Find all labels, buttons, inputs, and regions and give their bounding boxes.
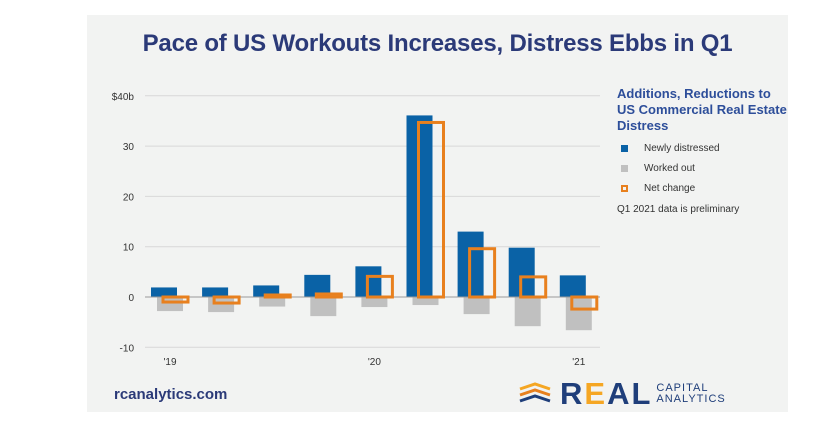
logo-real: REAL [560,376,653,411]
bar-worked-out [259,297,286,307]
legend-swatch [621,145,628,152]
legend-item-newly: Newly distressed [617,143,787,154]
bar-worked-out [565,297,592,331]
legend-title: Additions, Reductions to US Commercial R… [617,86,787,133]
bar-newly-distressed [151,287,177,297]
legend-item-net: Net change [617,183,787,194]
legend-label: Net change [644,183,696,194]
bar-net-change [212,295,241,305]
legend-swatch [621,165,628,172]
x-tick-label: '19 [163,357,176,368]
y-tick-label: 0 [128,293,134,304]
bar-worked-out [361,297,388,308]
bar-worked-out [310,297,337,317]
x-tick-label: '21 [572,357,585,368]
logo-subtext: CAPITAL ANALYTICS [656,382,726,405]
bar-newly-distressed [253,285,280,297]
bar-newly-distressed [202,287,229,297]
bar-net-change [263,293,292,299]
chart-panel [87,15,788,412]
bar-net-change [417,120,445,299]
legend: Additions, Reductions to US Commercial R… [617,86,787,215]
bar-worked-out [412,297,439,306]
y-tick-label: -10 [120,343,135,354]
bar-worked-out [463,297,490,315]
x-tick-label: '20 [368,357,381,368]
legend-label: Worked out [644,163,695,174]
bar-newly-distressed [559,275,586,297]
bar-net-change [468,247,497,299]
legend-item-worked: Worked out [617,163,787,174]
y-tick-label: $40b [112,92,135,103]
bar-worked-out [514,297,541,327]
bar-net-change [365,274,394,299]
bar-worked-out [157,297,183,312]
logo-mark-icon [519,382,551,403]
y-tick-label: 20 [123,192,135,203]
bar-net-change [519,275,548,299]
bar-newly-distressed [304,274,331,297]
bar-net-change [314,292,343,299]
y-tick-label: 10 [123,243,135,254]
chart-note: Q1 2021 data is preliminary [617,204,740,215]
legend-swatch [621,185,628,192]
bar-worked-out [208,297,235,313]
chart-title: Pace of US Workouts Increases, Distress … [142,30,733,57]
y-tick-label: 30 [123,142,135,153]
bar-net-change [161,295,190,304]
website-link[interactable]: rcanalytics.com [114,386,228,403]
bar-net-change [570,295,599,311]
logo: REAL CAPITAL ANALYTICS [518,376,726,412]
legend-label: Newly distressed [644,143,720,154]
